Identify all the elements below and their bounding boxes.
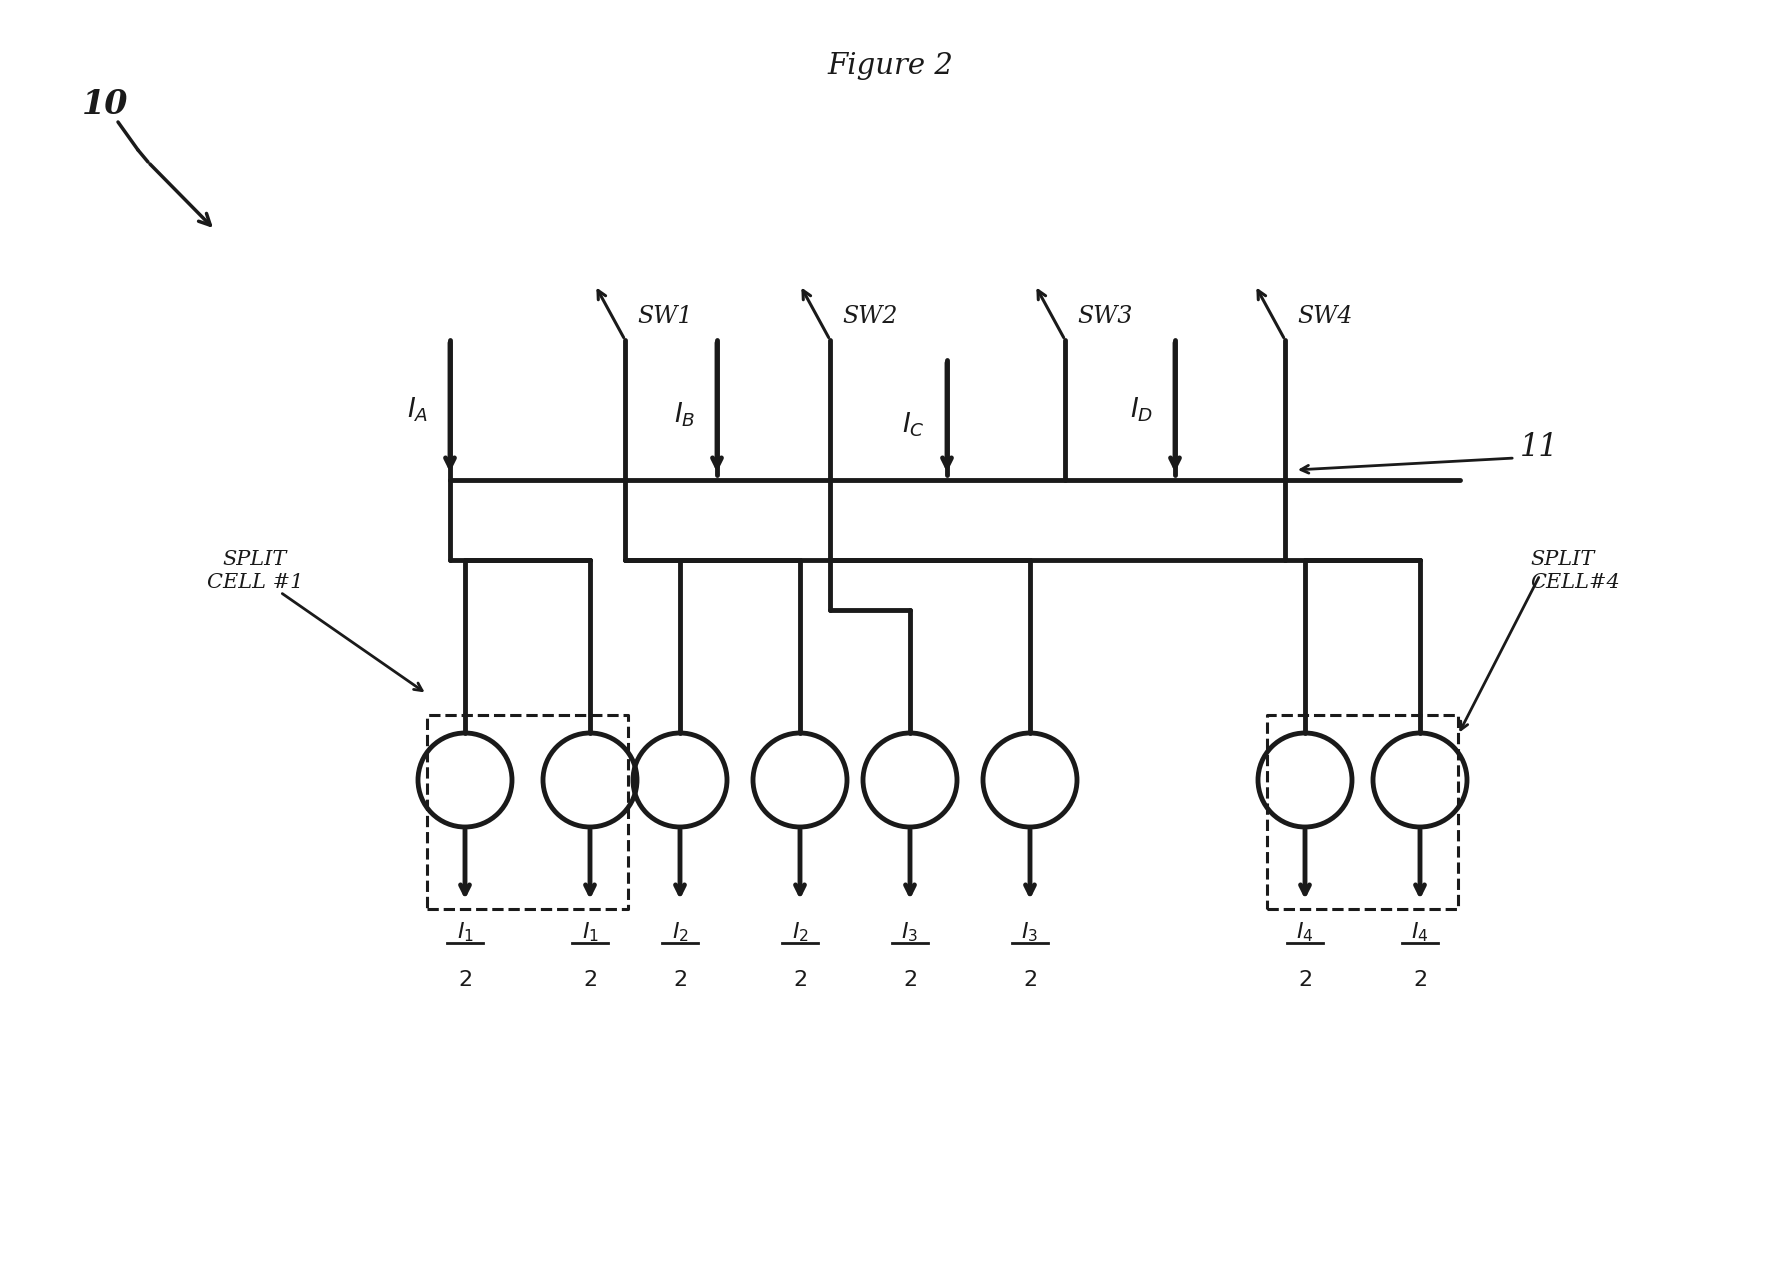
Text: $\mathit{I_3}$: $\mathit{I_3}$ bbox=[901, 919, 918, 944]
Text: $\mathit{I_3}$: $\mathit{I_3}$ bbox=[1022, 919, 1038, 944]
Text: $\mathit{I_4}$: $\mathit{I_4}$ bbox=[1296, 919, 1314, 944]
Text: $\mathit{2}$: $\mathit{2}$ bbox=[794, 970, 806, 991]
Text: $\mathit{I}_D$: $\mathit{I}_D$ bbox=[1130, 396, 1153, 424]
Text: $\mathit{I}_A$: $\mathit{I}_A$ bbox=[408, 396, 427, 424]
Text: $\mathit{2}$: $\mathit{2}$ bbox=[1023, 970, 1038, 991]
Text: $\mathit{2}$: $\mathit{2}$ bbox=[1298, 970, 1312, 991]
Text: Figure 2: Figure 2 bbox=[828, 52, 952, 80]
Text: $\mathit{2}$: $\mathit{2}$ bbox=[457, 970, 472, 991]
Text: $\mathit{2}$: $\mathit{2}$ bbox=[584, 970, 596, 991]
Text: SW2: SW2 bbox=[842, 305, 897, 328]
Text: SW3: SW3 bbox=[1077, 305, 1132, 328]
Text: $\mathit{I_1}$: $\mathit{I_1}$ bbox=[582, 919, 598, 944]
Text: $\mathit{I_2}$: $\mathit{I_2}$ bbox=[671, 919, 689, 944]
Text: $\mathit{2}$: $\mathit{2}$ bbox=[902, 970, 917, 991]
Text: $\mathit{I_2}$: $\mathit{I_2}$ bbox=[792, 919, 808, 944]
Text: $\mathit{2}$: $\mathit{2}$ bbox=[1413, 970, 1428, 991]
Text: 11: 11 bbox=[1520, 433, 1559, 464]
Text: SW1: SW1 bbox=[637, 305, 692, 328]
Text: SPLIT
CELL #1: SPLIT CELL #1 bbox=[206, 550, 303, 593]
Text: SPLIT
CELL#4: SPLIT CELL#4 bbox=[1531, 550, 1620, 593]
Text: SW4: SW4 bbox=[1298, 305, 1353, 328]
Text: $\mathit{I_1}$: $\mathit{I_1}$ bbox=[456, 919, 473, 944]
Text: $\mathit{I}_C$: $\mathit{I}_C$ bbox=[902, 410, 926, 439]
Text: $\mathit{I}_B$: $\mathit{I}_B$ bbox=[673, 401, 694, 429]
Text: $\mathit{I_4}$: $\mathit{I_4}$ bbox=[1412, 919, 1429, 944]
Text: 10: 10 bbox=[82, 89, 128, 122]
Text: $\mathit{2}$: $\mathit{2}$ bbox=[673, 970, 687, 991]
